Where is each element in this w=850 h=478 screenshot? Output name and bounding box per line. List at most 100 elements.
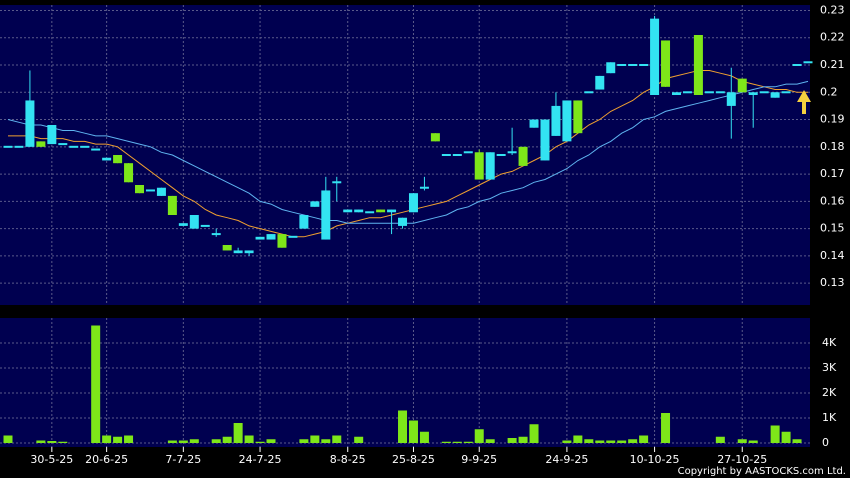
y-tick-label: 0.2: [820, 85, 838, 98]
candle-body: [25, 100, 35, 147]
y-tick-label: 0: [822, 436, 829, 449]
volume-bar: [124, 435, 134, 443]
candle-body: [584, 91, 594, 94]
volume-bar: [178, 440, 188, 443]
candle-body: [36, 141, 46, 147]
volume-bar: [507, 438, 517, 443]
candle-body: [124, 163, 134, 183]
candle-body: [178, 223, 188, 226]
candle-body: [321, 190, 331, 240]
candle-body: [113, 155, 123, 164]
volume-bar: [310, 435, 320, 443]
volume-bar: [573, 435, 583, 443]
candle-body: [398, 217, 408, 226]
moving-average-line: [7, 80, 809, 224]
volume-bar: [332, 435, 342, 443]
y-tick-label: 3K: [822, 361, 837, 374]
candle-body: [529, 119, 539, 128]
volume-bar: [113, 436, 123, 443]
candle-body: [573, 100, 583, 134]
candle-body: [14, 145, 24, 148]
candle-body: [419, 186, 429, 189]
volume-bar: [419, 431, 429, 443]
candle-body: [145, 189, 155, 192]
volume-bar: [661, 413, 671, 443]
candle-body: [650, 18, 660, 95]
candle-body: [726, 92, 736, 106]
x-tick-label: 9-9-25: [461, 453, 497, 466]
candle-body: [189, 215, 199, 229]
plot-layer: 0 1K 2K 3K 4K 30-5-25 20-6-25 7-7-25 24-7-25 8-8-…: [0, 3, 845, 466]
candle-body: [661, 40, 671, 87]
x-tick-label: 24-7-25: [239, 453, 282, 466]
volume-bar: [792, 439, 802, 443]
candle-body: [343, 209, 353, 213]
candle-body: [277, 234, 287, 248]
candle-body: [408, 193, 418, 213]
candle-body: [770, 92, 780, 98]
volume-bar: [167, 440, 177, 443]
volume-bar: [244, 435, 254, 443]
arrow-icon: [797, 90, 811, 114]
y-tick-label: 1K: [822, 411, 837, 424]
price-panel: [0, 5, 810, 305]
candle-body: [233, 250, 243, 254]
candle-body: [518, 146, 528, 166]
volume-bar: [781, 431, 791, 443]
candle-body: [200, 224, 210, 227]
candle-body: [156, 187, 166, 196]
candle-body: [671, 92, 681, 95]
candle-body: [222, 245, 232, 251]
candle-body: [759, 91, 769, 94]
candle-body: [47, 125, 57, 145]
candle-body: [266, 234, 276, 240]
volume-bar: [606, 440, 616, 443]
volume-bar: [485, 439, 495, 443]
candle-body: [332, 181, 342, 184]
y-tick-label: 0.16: [820, 194, 845, 207]
volume-bar: [518, 436, 528, 443]
candle-body: [310, 201, 320, 207]
moving-average-line: [8, 70, 808, 238]
volume-bar: [36, 440, 46, 443]
candle-body: [91, 148, 101, 151]
candle-body: [211, 233, 221, 236]
candle-body: [387, 209, 397, 213]
x-tick-label: 24-9-25: [545, 453, 588, 466]
candle-body: [551, 105, 561, 136]
candle-body: [58, 143, 68, 146]
candle-body: [693, 35, 703, 95]
volume-bar: [463, 441, 473, 443]
volume-bar: [452, 441, 462, 443]
volume-bar: [737, 439, 747, 443]
candle-body: [792, 64, 802, 66]
candle-body: [299, 215, 309, 229]
candle-body: [376, 209, 386, 213]
y-tick-label: 0.15: [820, 222, 845, 235]
candle-body: [781, 91, 791, 94]
x-tick-label: 7-7-25: [165, 453, 201, 466]
x-tick-label: 20-6-25: [85, 453, 128, 466]
volume-bar: [715, 436, 725, 443]
candle-body: [3, 145, 13, 148]
y-tick-label: 0.13: [820, 276, 845, 289]
candle-body: [255, 236, 265, 240]
volume-bar: [474, 429, 484, 443]
candle-body: [135, 185, 145, 194]
y-tick-label: 0.14: [820, 249, 845, 262]
volume-bar: [770, 425, 780, 443]
volume-bar: [628, 439, 638, 443]
candle-body: [540, 119, 550, 161]
candle-body: [507, 151, 517, 154]
candle-body: [474, 152, 484, 180]
candle-body: [244, 250, 254, 254]
volume-bar: [222, 436, 232, 443]
volume-bar: [398, 410, 408, 443]
candle-body: [354, 209, 364, 213]
candle-body: [639, 64, 649, 66]
volume-bar: [211, 439, 221, 443]
volume-bar: [408, 420, 418, 443]
candle-body: [69, 145, 79, 148]
candle-body: [715, 91, 725, 94]
